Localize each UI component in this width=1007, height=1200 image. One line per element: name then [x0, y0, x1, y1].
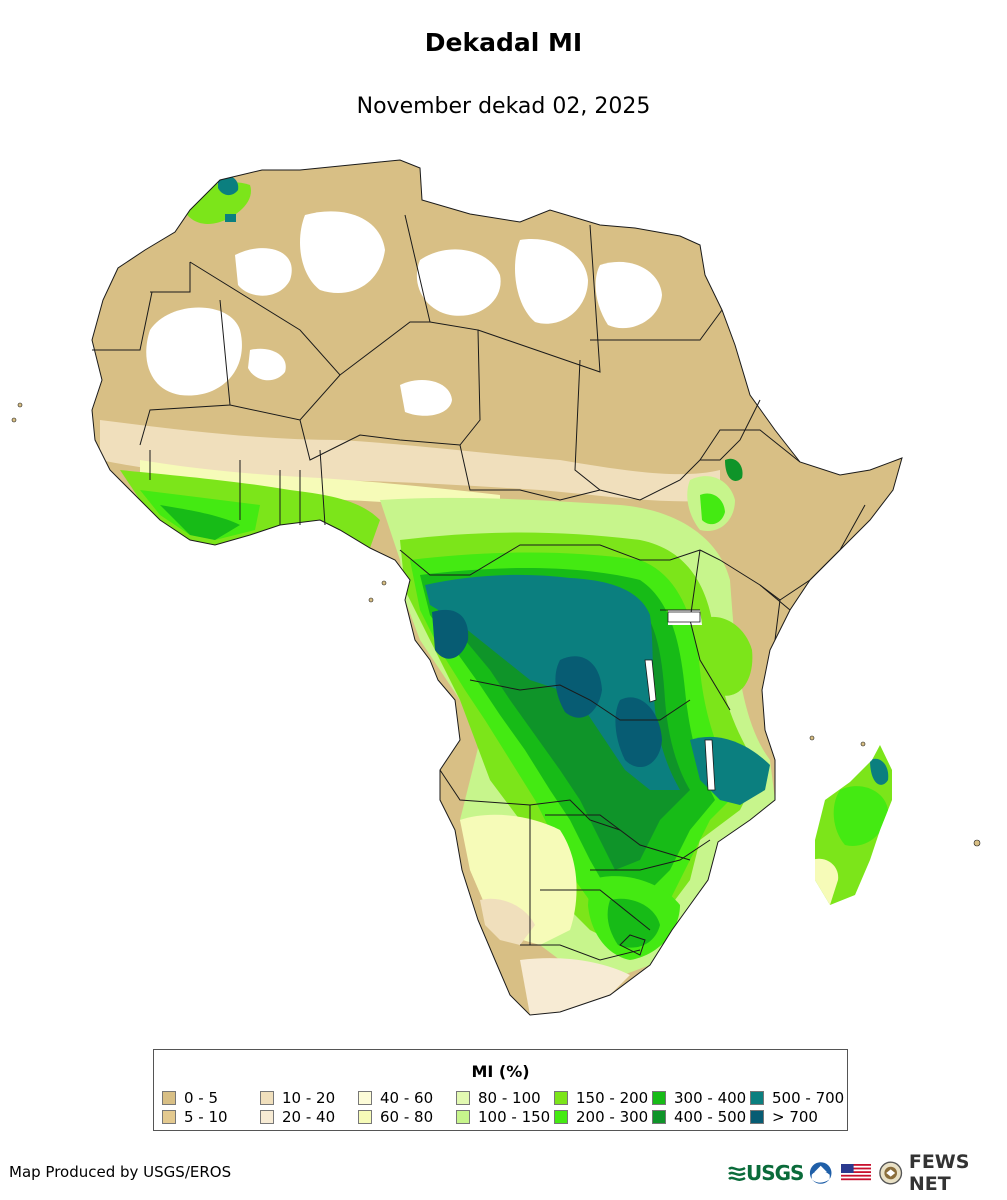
map-title: Dekadal MI	[424, 28, 583, 57]
logos-bar: USGS FEWS NET	[728, 1151, 1007, 1195]
fews-net-logo-text: FEWS NET	[908, 1151, 970, 1195]
legend-item-13: > 700	[750, 1108, 818, 1126]
lakes	[644, 611, 716, 791]
legend-item-1: 5 - 10	[162, 1108, 228, 1126]
africa-map	[11, 159, 981, 1016]
legend-item-8: 150 - 200	[554, 1089, 648, 1107]
southern-africa-zone	[460, 814, 680, 1015]
madagascar	[815, 745, 892, 905]
usgs-wave-icon	[728, 1166, 746, 1181]
legend-swatch-1	[162, 1110, 176, 1124]
legend-item-0: 0 - 5	[162, 1089, 218, 1107]
legend-swatch-10	[652, 1091, 666, 1105]
central-africa-wet-zone	[380, 497, 775, 980]
legend-label-3: 20 - 40	[282, 1108, 336, 1126]
legend-label-8: 150 - 200	[576, 1089, 649, 1107]
legend-label-2: 10 - 20	[282, 1089, 336, 1107]
legend-item-4: 40 - 60	[358, 1089, 433, 1107]
legend-swatch-6	[456, 1091, 470, 1105]
legend-label-12: 500 - 700	[772, 1089, 845, 1107]
legend-label-10: 300 - 400	[674, 1089, 747, 1107]
legend-swatch-4	[358, 1091, 372, 1105]
legend-item-9: 200 - 300	[554, 1108, 648, 1126]
africa-landmass	[92, 160, 902, 1015]
legend-swatch-7	[456, 1110, 470, 1124]
legend-swatch-13	[750, 1110, 764, 1124]
legend-label-1: 5 - 10	[184, 1108, 228, 1126]
legend-label-7: 100 - 150	[478, 1108, 551, 1126]
legend-item-6: 80 - 100	[456, 1089, 541, 1107]
legend-label-6: 80 - 100	[478, 1089, 541, 1107]
legend-label-11: 400 - 500	[674, 1108, 747, 1126]
legend-swatch-3	[260, 1110, 274, 1124]
country-borders	[91, 159, 903, 1016]
legend-item-5: 60 - 80	[358, 1108, 433, 1126]
legend-title: MI (%)	[471, 1062, 530, 1081]
legend-swatch-0	[162, 1091, 176, 1105]
legend: MI (%) 0 - 5 5 - 10 10 - 20 20 - 40 40 -…	[153, 1049, 848, 1131]
map-subtitle: November dekad 02, 2025	[356, 94, 651, 119]
legend-swatch-8	[554, 1091, 568, 1105]
legend-item-11: 400 - 500	[652, 1108, 746, 1126]
us-flag-icon	[840, 1164, 872, 1182]
legend-item-3: 20 - 40	[260, 1108, 335, 1126]
usgs-logo: USGS	[728, 1161, 804, 1185]
legend-item-10: 300 - 400	[652, 1089, 746, 1107]
legend-label-5: 60 - 80	[380, 1108, 434, 1126]
east-africa-patches	[668, 458, 753, 696]
legend-swatch-9	[554, 1110, 568, 1124]
legend-label-9: 200 - 300	[576, 1108, 649, 1126]
legend-label-0: 0 - 5	[184, 1089, 219, 1107]
no-data-areas	[146, 211, 662, 416]
noaa-logo-icon	[810, 1162, 832, 1184]
legend-swatch-12	[750, 1091, 764, 1105]
legend-label-4: 40 - 60	[380, 1089, 434, 1107]
legend-item-7: 100 - 150	[456, 1108, 550, 1126]
map-credit: Map Produced by USGS/EROS	[9, 1163, 232, 1181]
legend-item-2: 10 - 20	[260, 1089, 335, 1107]
state-department-seal-icon	[879, 1161, 903, 1185]
legend-swatch-11	[652, 1110, 666, 1124]
legend-item-12: 500 - 700	[750, 1089, 844, 1107]
legend-label-13: > 700	[772, 1108, 818, 1126]
west-africa-wet-zone	[120, 470, 380, 548]
legend-swatch-2	[260, 1091, 274, 1105]
sahel-light-band	[100, 420, 720, 510]
islands	[11, 402, 981, 847]
legend-swatch-5	[358, 1110, 372, 1124]
usgs-logo-text: USGS	[746, 1161, 804, 1185]
